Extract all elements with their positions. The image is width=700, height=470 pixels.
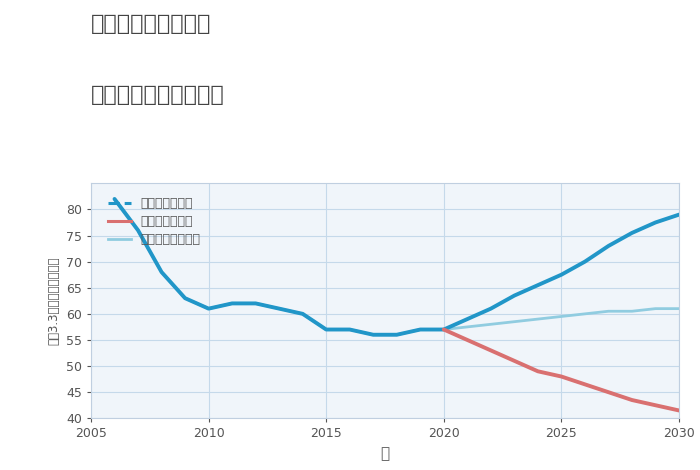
Text: 三重県津市木造町の: 三重県津市木造町の [91, 14, 211, 34]
Legend: グッドシナリオ, バッドシナリオ, ノーマルシナリオ: グッドシナリオ, バッドシナリオ, ノーマルシナリオ [103, 192, 206, 251]
X-axis label: 年: 年 [380, 446, 390, 461]
Text: 中古戸建ての価格推移: 中古戸建ての価格推移 [91, 85, 225, 105]
Y-axis label: 坪（3.3㎡）単価（万円）: 坪（3.3㎡）単価（万円） [48, 257, 60, 345]
